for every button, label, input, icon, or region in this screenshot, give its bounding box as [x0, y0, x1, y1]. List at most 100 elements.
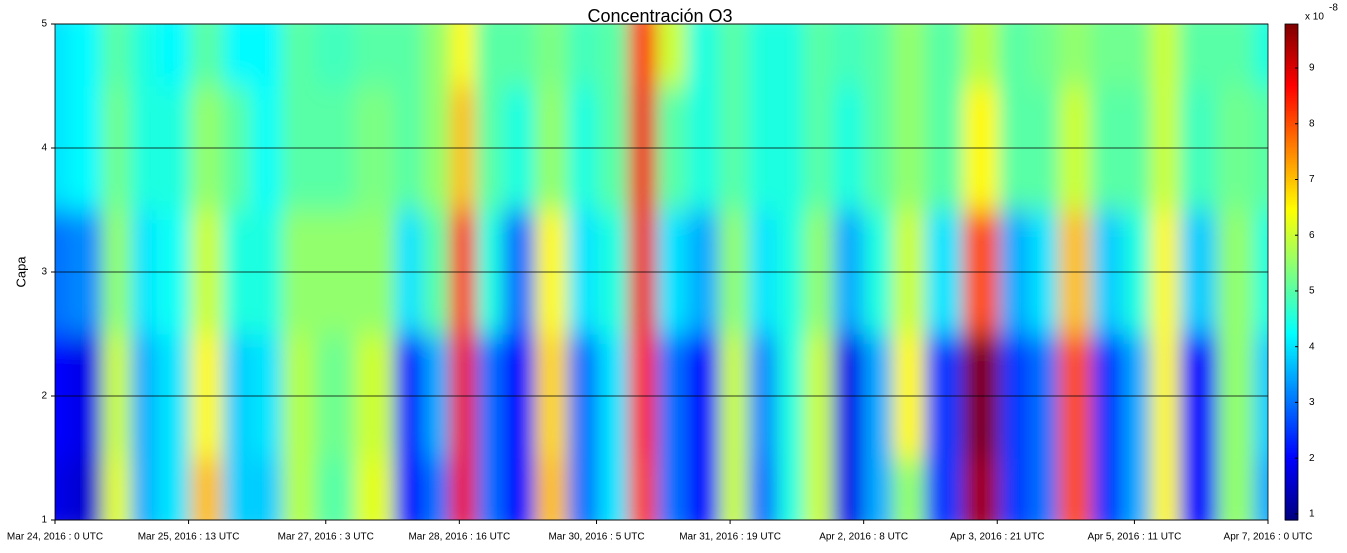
colorbar-segment	[1285, 413, 1298, 417]
colorbar-segment	[1285, 438, 1298, 442]
colorbar-tick-label: 3	[1309, 397, 1315, 408]
colorbar-segment	[1285, 351, 1298, 355]
colorbar-segment	[1285, 391, 1298, 395]
colorbar-segment	[1285, 95, 1298, 99]
colorbar-segment	[1285, 242, 1298, 246]
colorbar-segment	[1285, 118, 1298, 122]
heatmap-cell	[156, 458, 191, 520]
colorbar-segment	[1285, 234, 1298, 238]
colorbar-segment	[1285, 368, 1298, 372]
colorbar-segment	[1285, 381, 1298, 385]
heatmap-cell	[1217, 458, 1255, 520]
heatmap-cell	[719, 24, 749, 87]
colorbar-segment	[1285, 222, 1298, 226]
heatmap-cell	[55, 24, 70, 87]
colorbar-segment	[1285, 257, 1298, 261]
colorbar-segment	[1285, 373, 1298, 377]
colorbar-segment	[1285, 61, 1298, 65]
colorbar-segment	[1285, 472, 1298, 476]
colorbar-segment	[1285, 361, 1298, 365]
colorbar-segment	[1285, 68, 1298, 72]
colorbar-segment	[1285, 363, 1298, 367]
colorbar-segment	[1285, 455, 1298, 459]
colorbar-segment	[1285, 217, 1298, 221]
heatmap-cell	[394, 24, 424, 87]
colorbar-segment	[1285, 383, 1298, 387]
colorbar-segment	[1285, 227, 1298, 231]
colorbar-segment	[1285, 125, 1298, 129]
colorbar-segment	[1285, 343, 1298, 347]
heatmap-cell	[101, 458, 132, 520]
colorbar-segment	[1285, 83, 1298, 87]
y-tick-label: 4	[41, 143, 47, 154]
colorbar-segment	[1285, 98, 1298, 102]
heatmap-cell	[629, 24, 657, 87]
colorbar-segment	[1285, 252, 1298, 256]
colorbar-segment	[1285, 378, 1298, 382]
heatmap-cell	[567, 458, 599, 520]
heatmap-cell	[69, 458, 103, 520]
colorbar-segment	[1285, 175, 1298, 179]
colorbar-segment	[1285, 490, 1298, 494]
heatmap-cell	[1150, 458, 1181, 520]
colorbar-segment	[1285, 28, 1298, 33]
colorbar-segment	[1285, 108, 1298, 112]
colorbar-segment	[1285, 150, 1298, 154]
colorbar-segment	[1285, 63, 1298, 67]
heatmap-cell	[394, 458, 424, 520]
heatmap-cell	[1091, 24, 1125, 87]
overlay: 1 2 3 4 5 Mar 24, 2016 : 0 UTC Mar 25, 2016 : …	[7, 3, 1338, 543]
heatmap-cell	[1179, 24, 1218, 87]
colorbar-segment	[1285, 53, 1298, 57]
heatmap-cell	[282, 458, 316, 520]
heatmap-cell	[69, 24, 103, 87]
x-tick-label: Mar 25, 2016 : 13 UTC	[138, 532, 240, 543]
colorbar-segment	[1285, 289, 1298, 293]
colorbar-segment	[1285, 460, 1298, 464]
heatmap-cell	[832, 24, 865, 87]
colorbar-segment	[1285, 105, 1298, 109]
colorbar-tick-label: 5	[1309, 286, 1315, 297]
heatmap-cell	[686, 458, 720, 520]
colorbar-segment	[1285, 212, 1298, 216]
colorbar-segment	[1285, 205, 1298, 209]
heatmap-cell	[249, 458, 283, 520]
colorbar-segment	[1285, 485, 1298, 489]
heatmap-cell	[1150, 24, 1181, 87]
colorbar-segment	[1285, 279, 1298, 283]
colorbar-segment	[1285, 78, 1298, 82]
colorbar-segment	[1285, 388, 1298, 392]
heatmap-cell	[748, 458, 778, 520]
heatmap-cell	[502, 24, 536, 87]
colorbar-segment	[1285, 73, 1298, 77]
heatmap-cell	[567, 24, 599, 87]
colorbar-segment	[1285, 410, 1298, 414]
colorbar-segment	[1285, 299, 1298, 303]
colorbar-segment	[1285, 430, 1298, 434]
colorbar-segment	[1285, 505, 1298, 509]
heatmap-cell	[1029, 458, 1060, 520]
x-tick-label: Apr 2, 2016 : 8 UTC	[819, 532, 908, 543]
colorbar-segment	[1285, 495, 1298, 499]
heatmap-cell	[892, 24, 926, 87]
heatmap-cell	[423, 24, 451, 87]
colorbar-segment	[1285, 165, 1298, 169]
colorbar-segment	[1285, 336, 1298, 340]
colorbar-segment	[1285, 26, 1298, 30]
colorbar-segment	[1285, 329, 1298, 333]
colorbar-segment	[1285, 371, 1298, 375]
colorbar-tick-label: 9	[1309, 63, 1315, 74]
colorbar-segment	[1285, 145, 1298, 149]
heatmap-cell	[475, 458, 504, 520]
colorbar-segment	[1285, 162, 1298, 166]
colorbar-segment	[1285, 450, 1298, 454]
heatmap-cell	[249, 24, 283, 87]
x-tick-label: Mar 31, 2016 : 19 UTC	[679, 532, 781, 543]
colorbar-segment	[1285, 262, 1298, 266]
heatmap-cell	[190, 458, 224, 520]
heatmap-cell	[535, 458, 569, 520]
colorbar-segment	[1285, 190, 1298, 194]
colorbar-segment	[1285, 324, 1298, 328]
heatmap-cell	[748, 24, 778, 87]
